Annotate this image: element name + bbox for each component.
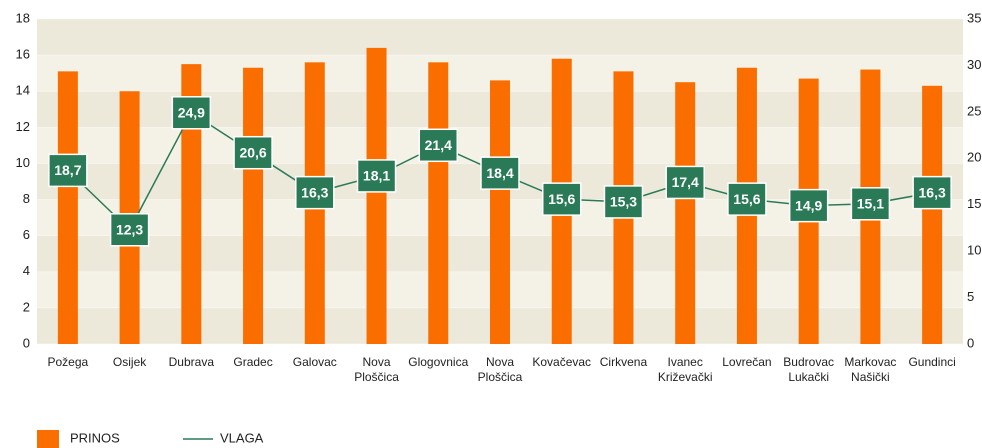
legend-label: PRINOS [70,430,120,445]
marker [850,187,891,221]
y2-tick-label: 35 [967,10,981,25]
value-label: 16,3 [919,184,946,200]
grid-band [37,19,963,56]
y-tick-label: 10 [16,155,30,170]
marker [912,175,952,210]
value-label: 15,6 [548,191,575,207]
x-tick-label: Budrovac Lukački [783,355,834,384]
value-label: 20,6 [239,144,266,160]
bar [243,67,264,344]
x-tick-label: Ivanec Križevački [657,355,713,384]
y-tick-label: 18 [16,10,30,25]
marker [295,175,335,210]
value-label: 24,9 [178,104,205,120]
x-tick-label: Kovačevac [532,355,592,369]
x-tick-label: Gradec [233,355,273,369]
marker [541,182,582,216]
marker [48,153,88,188]
marker [727,182,767,216]
x-tick-label: Cirkvena [599,355,648,369]
y2-tick-label: 20 [967,150,981,165]
x-tick-label: Markovac Našički [844,355,897,384]
marker [233,135,273,170]
marker [480,156,520,190]
value-label: 21,4 [425,137,452,153]
bar [181,64,202,344]
y2-tick-label: 10 [967,243,981,258]
value-label: 16,3 [301,184,328,200]
marker [418,128,459,163]
marker [171,96,212,130]
legend-swatch [37,430,59,448]
y2-tick-label: 30 [967,57,981,72]
y2-tick-label: 5 [967,289,974,304]
marker [603,185,644,219]
value-label: 17,4 [672,174,699,190]
value-label: 18,4 [486,165,513,181]
bar [675,82,696,344]
value-label: 12,3 [116,221,143,237]
x-tick-label: Galovac [292,355,337,369]
x-tick-label: Gundinci [908,355,956,369]
x-tick-label: Osijek [112,355,147,369]
y-tick-label: 4 [23,263,30,278]
bar [922,85,943,345]
bar [57,71,78,344]
x-tick-label: Požega [47,355,89,369]
bar [490,80,510,344]
bar [428,62,449,344]
y-tick-label: 14 [16,83,30,98]
y-tick-label: 2 [23,299,30,314]
x-tick-label: Nova Ploščica [477,355,523,384]
value-label: 18,1 [363,168,390,184]
legend-label: VLAGA [220,430,264,445]
value-label: 14,9 [795,197,822,213]
y-tick-label: 6 [23,227,30,242]
x-tick-label: Nova Ploščica [354,355,399,384]
marker [109,213,150,247]
value-label: 15,1 [857,195,884,211]
y2-tick-label: 25 [967,103,981,118]
x-tick-label: Glogovnica [408,355,469,369]
marker [788,188,829,223]
y2-tick-label: 15 [967,196,981,211]
y2-tick-label: 0 [967,335,974,350]
y-tick-label: 0 [23,335,30,350]
x-tick-label: Dubrava [168,355,214,369]
bar [366,47,387,345]
value-label: 15,6 [733,191,760,207]
marker [356,159,397,193]
y-tick-label: 8 [23,191,30,206]
value-label: 15,3 [610,194,637,210]
y-tick-label: 12 [16,119,30,134]
y-tick-label: 16 [16,47,30,62]
value-label: 18,7 [54,162,81,178]
marker [665,165,705,200]
x-tick-label: Lovrečan [722,355,772,369]
